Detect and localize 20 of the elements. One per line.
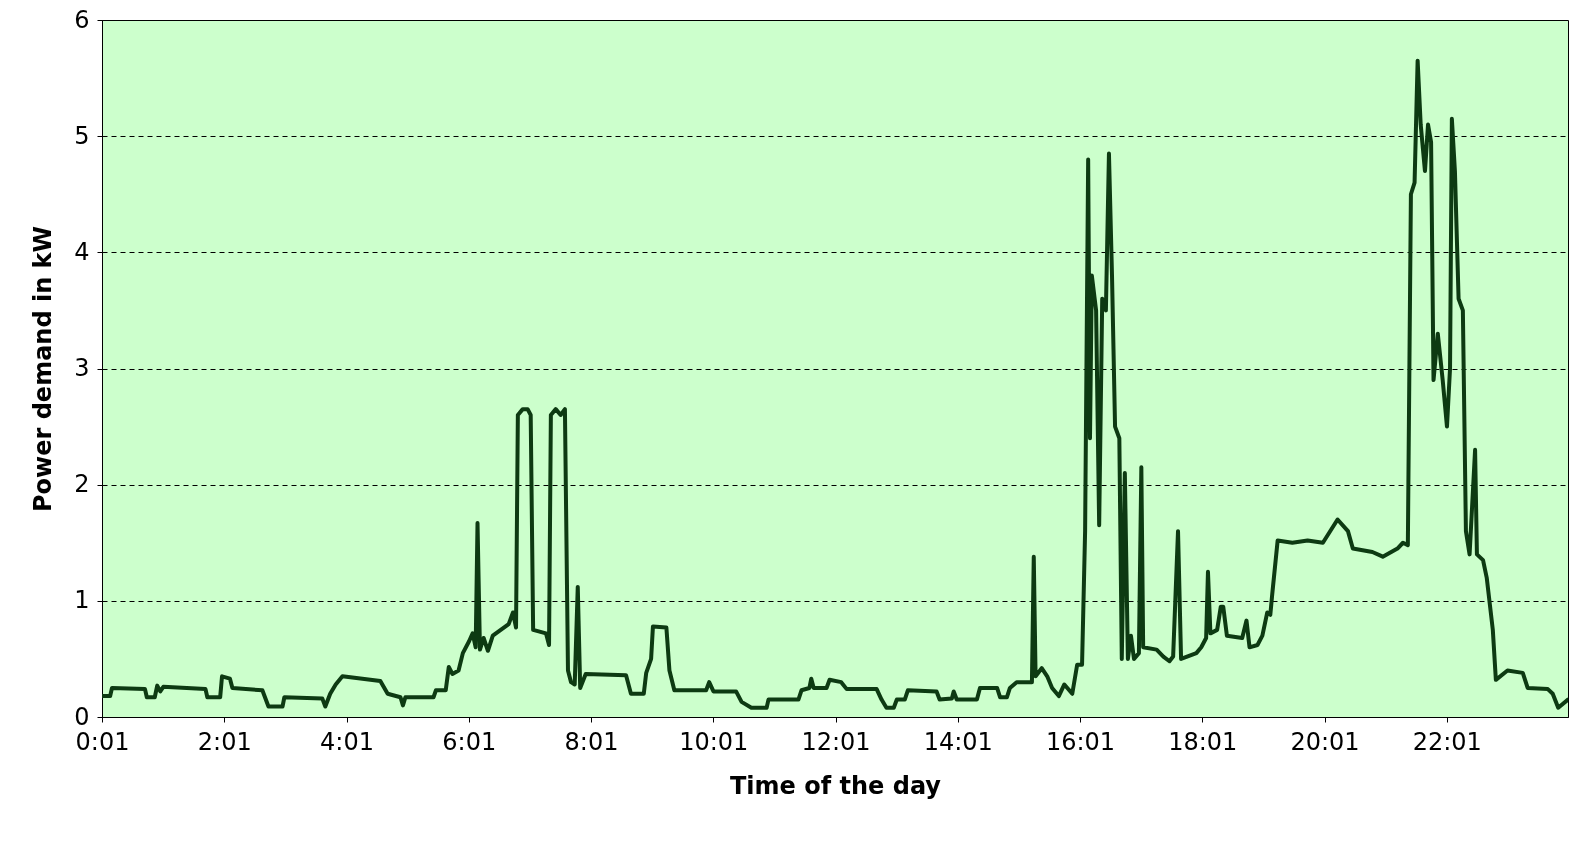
y-tick-label: 6	[74, 5, 90, 34]
x-tick-label: 16:01	[1045, 727, 1116, 756]
y-tick-label: 3	[74, 354, 90, 382]
x-tick-label: 14:01	[923, 727, 993, 756]
x-tick-label: 4:01	[320, 727, 374, 756]
x-tick-label: 6:01	[442, 727, 497, 756]
x-tick-label: 22:01	[1412, 727, 1482, 756]
y-tick-label: 4	[74, 237, 90, 266]
y-tick-label: 5	[74, 121, 90, 150]
line-series	[102, 58, 1568, 710]
x-tick-label: 10:01	[679, 727, 749, 756]
x-tick-label: 12:01	[801, 727, 871, 756]
x-tick-label: 18:01	[1168, 727, 1238, 756]
x-tick-label: 2:01	[197, 727, 252, 756]
y-axis-title: Power demand in kW	[29, 225, 58, 513]
y-tick-label: 2	[74, 470, 90, 499]
x-axis-title: Time of the day	[730, 771, 942, 800]
x-tick-label: 20:01	[1290, 727, 1360, 756]
y-tick-label: 1	[74, 586, 90, 615]
x-tick-label: 8:01	[564, 727, 619, 756]
